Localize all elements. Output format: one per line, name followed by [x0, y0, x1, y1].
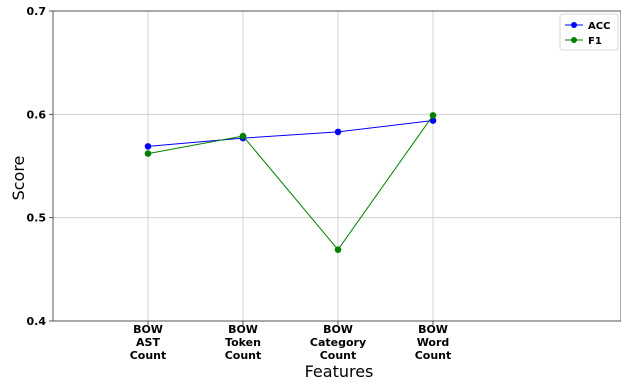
legend-swatch-marker-f1: [571, 37, 577, 43]
x-tick-label-line: Word: [417, 336, 450, 349]
y-tick-label: 0.4: [27, 315, 47, 328]
data-point-acc: [334, 128, 342, 136]
x-tick-label: BOW Word Count: [415, 323, 452, 362]
x-tick-label-line: Category: [310, 336, 366, 349]
data-point-f1: [334, 246, 342, 253]
legend-label-f1: F1: [588, 36, 602, 47]
data-point-acc: [429, 117, 437, 124]
x-tick-label-line: Count: [130, 349, 167, 362]
series: [144, 112, 437, 253]
x-tick-label-line: Count: [225, 349, 262, 362]
x-tick-label-line: BOW: [323, 323, 353, 336]
x-tick-label: BOW AST Count: [130, 323, 167, 362]
y-axis-label: Score: [9, 156, 28, 201]
plot-frame: [52, 10, 621, 322]
y-tick-label: 0.7: [27, 5, 47, 18]
data-point-f1: [239, 132, 247, 140]
legend: ACC F1: [559, 13, 619, 51]
x-tick-label-line: AST: [136, 336, 160, 349]
x-tick-label-line: Count: [415, 349, 452, 362]
y-tick-label: 0.5: [27, 212, 47, 225]
x-tick-label-line: BOW: [133, 323, 163, 336]
x-axis-label: Features: [305, 362, 374, 381]
data-point-f1: [429, 112, 437, 119]
x-tick-label-line: Count: [320, 349, 357, 362]
data-point-f1: [144, 150, 152, 157]
y-axis-ticks: 0.4 0.5 0.6 0.7: [27, 5, 53, 328]
series-line-acc: [147, 120, 434, 147]
legend-swatch-marker-acc: [571, 22, 577, 28]
y-tick-label: 0.6: [27, 108, 47, 121]
x-tick-label-line: BOW: [418, 323, 448, 336]
x-tick-label-line: BOW: [228, 323, 258, 336]
x-tick-label-line: Token: [225, 336, 261, 349]
x-tick-label: BOW Token Count: [225, 323, 262, 362]
legend-label-acc: ACC: [588, 21, 610, 32]
x-tick-label: BOW Category Count: [310, 323, 366, 362]
data-point-acc: [144, 143, 152, 150]
grid: [53, 10, 621, 322]
series-line-f1: [147, 115, 434, 251]
